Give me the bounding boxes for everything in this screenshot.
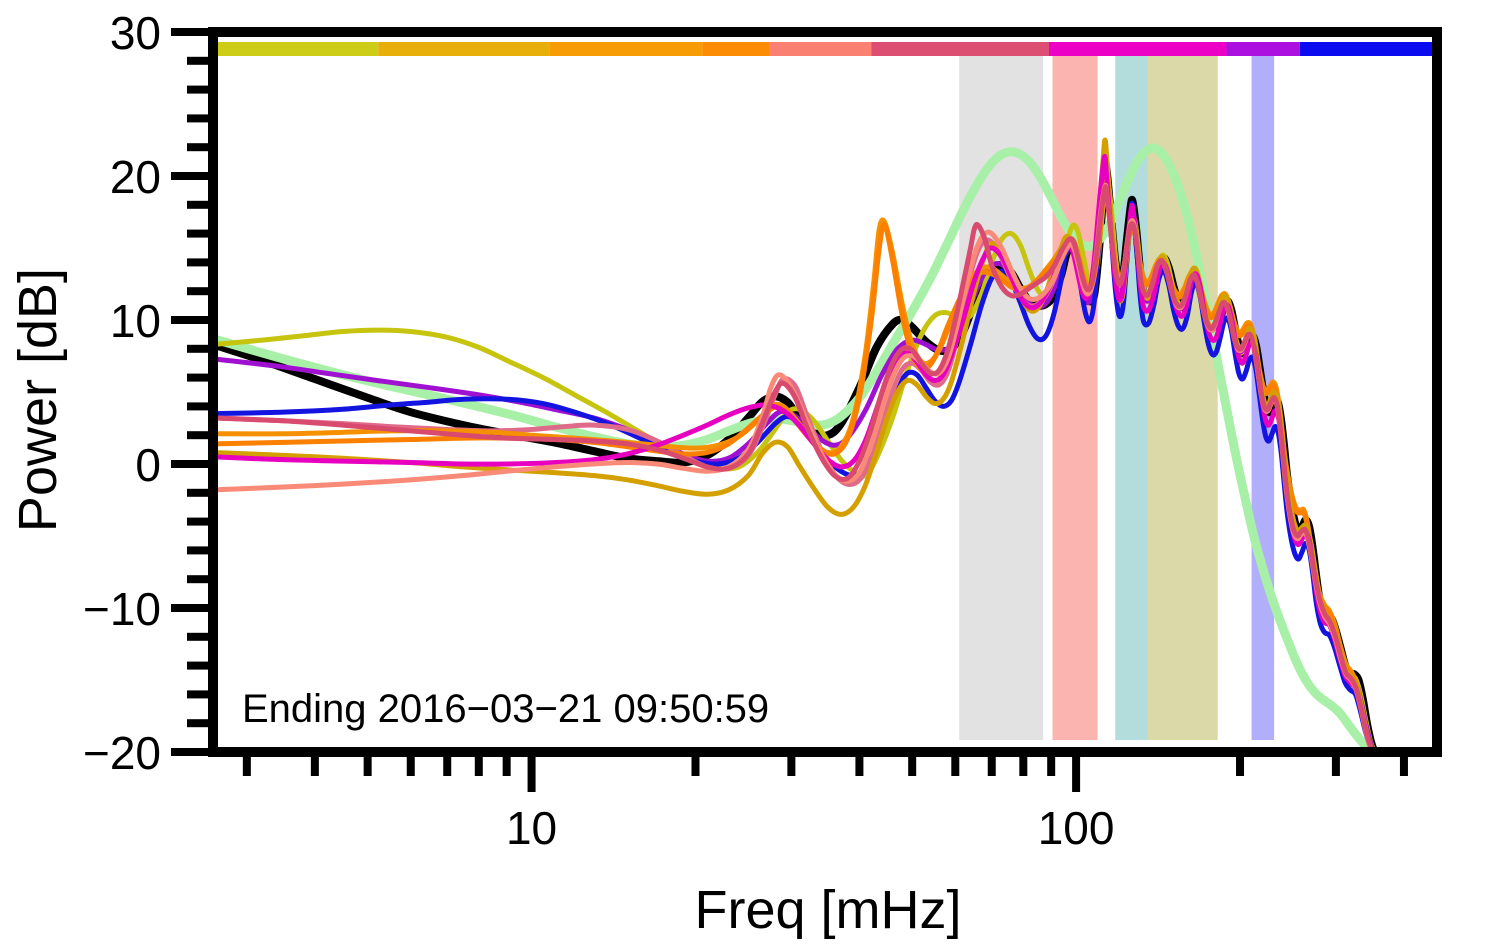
axis-ticks (171, 28, 1408, 792)
frame-left (208, 27, 218, 757)
y-minor-tick (187, 114, 213, 123)
y-minor-tick (187, 402, 213, 411)
x-minor-tick (1236, 752, 1245, 776)
colorbar-segment-8 (1299, 42, 1437, 56)
y-minor-tick (187, 344, 213, 353)
y-minor-tick (187, 719, 213, 728)
y-minor-tick (187, 690, 213, 699)
colorbar (213, 42, 1437, 56)
x-minor-tick (242, 752, 251, 776)
x-minor-tick (1331, 752, 1340, 776)
colorbar-segment-2 (549, 42, 703, 56)
x-minor-tick (474, 752, 483, 776)
colorbar-segment-0 (213, 42, 379, 56)
series-group (213, 137, 1379, 752)
y-major-tick (171, 316, 213, 324)
y-minor-tick (187, 517, 213, 526)
x-minor-tick (908, 752, 917, 776)
y-minor-tick (187, 85, 213, 94)
x-minor-tick (691, 752, 700, 776)
y-axis-title: Power [dB] (8, 268, 68, 532)
y-minor-tick (187, 143, 213, 152)
frame-bottom (208, 747, 1442, 757)
x-minor-tick (502, 752, 511, 776)
x-minor-tick (406, 752, 415, 776)
y-minor-tick (187, 287, 213, 296)
x-axis-title: Freq [mHz] (694, 880, 961, 940)
x-minor-tick (855, 752, 864, 776)
y-major-tick (171, 172, 213, 180)
y-major-tick (171, 28, 213, 36)
y-minor-tick (187, 229, 213, 238)
y-tick-label: 10 (110, 295, 161, 347)
colorbar-segment-3 (702, 42, 770, 56)
x-minor-tick (1047, 752, 1056, 776)
y-tick-label: 30 (110, 7, 161, 59)
series-member-crimson (213, 184, 1377, 752)
y-tick-label: −10 (83, 583, 161, 635)
y-tick-label: −20 (83, 727, 161, 779)
x-tick-label: 10 (506, 802, 557, 854)
y-minor-tick (187, 258, 213, 267)
axes-frame (208, 27, 1442, 757)
x-minor-tick (787, 752, 796, 776)
frame-right (1432, 27, 1442, 757)
y-tick-label: 0 (135, 439, 161, 491)
colorbar-segment-4 (769, 42, 872, 56)
x-tick-label: 100 (1038, 802, 1115, 854)
ending-timestamp-annotation: Ending 2016−03−21 09:50:59 (242, 687, 769, 731)
colorbar-segment-6 (1048, 42, 1227, 56)
y-minor-tick (187, 373, 213, 382)
x-minor-tick (310, 752, 319, 776)
colorbar-segment-1 (378, 42, 550, 56)
x-major-tick (1072, 752, 1081, 792)
band-gray (959, 56, 1044, 740)
y-minor-tick (187, 200, 213, 209)
x-major-tick (527, 752, 536, 792)
y-minor-tick (187, 56, 213, 65)
band-khaki (1147, 56, 1218, 740)
band-pink (1052, 56, 1098, 740)
y-minor-tick (187, 661, 213, 670)
y-tick-label: 20 (110, 151, 161, 203)
frame-top (208, 27, 1442, 37)
x-minor-tick (1399, 752, 1408, 776)
colorbar-segment-7 (1226, 42, 1300, 56)
x-minor-tick (1019, 752, 1028, 776)
x-minor-tick (443, 752, 452, 776)
y-minor-tick (187, 546, 213, 555)
x-minor-tick (951, 752, 960, 776)
x-minor-tick (987, 752, 996, 776)
y-minor-tick (187, 488, 213, 497)
x-minor-tick (363, 752, 372, 776)
y-major-tick (171, 460, 213, 468)
y-major-tick (171, 604, 213, 612)
colorbar-segment-5 (871, 42, 1049, 56)
y-major-tick (171, 748, 213, 756)
y-minor-tick (187, 431, 213, 440)
y-minor-tick (187, 575, 213, 584)
y-minor-tick (187, 632, 213, 641)
